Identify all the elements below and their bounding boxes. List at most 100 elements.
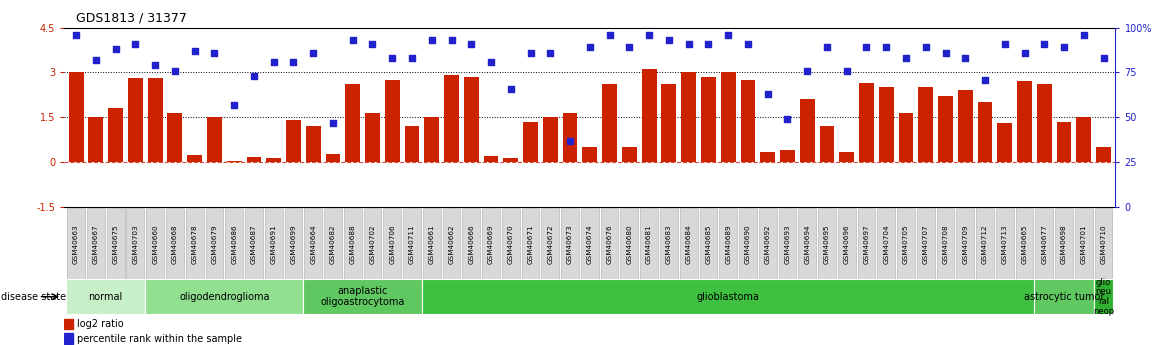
FancyBboxPatch shape bbox=[600, 208, 619, 280]
FancyBboxPatch shape bbox=[126, 208, 145, 280]
Text: disease state: disease state bbox=[1, 292, 67, 302]
Point bbox=[403, 55, 422, 61]
Bar bbox=[227, 161, 242, 162]
FancyBboxPatch shape bbox=[759, 208, 777, 280]
Point bbox=[244, 73, 263, 79]
Text: glioblastoma: glioblastoma bbox=[697, 292, 759, 302]
FancyBboxPatch shape bbox=[1093, 279, 1113, 314]
FancyBboxPatch shape bbox=[1035, 279, 1093, 314]
FancyBboxPatch shape bbox=[996, 208, 1014, 280]
FancyBboxPatch shape bbox=[542, 208, 559, 280]
Point bbox=[324, 120, 342, 126]
FancyBboxPatch shape bbox=[937, 208, 954, 280]
Text: GSM40668: GSM40668 bbox=[172, 224, 178, 264]
FancyBboxPatch shape bbox=[917, 208, 934, 280]
Bar bbox=[878, 87, 894, 162]
Text: GSM40681: GSM40681 bbox=[646, 224, 652, 264]
Text: GSM40691: GSM40691 bbox=[271, 224, 277, 264]
Text: GSM40699: GSM40699 bbox=[291, 224, 297, 264]
Bar bbox=[820, 126, 834, 162]
Bar bbox=[741, 80, 756, 162]
FancyBboxPatch shape bbox=[145, 279, 304, 314]
Text: anaplastic
oligoastrocytoma: anaplastic oligoastrocytoma bbox=[320, 286, 405, 307]
FancyBboxPatch shape bbox=[482, 208, 500, 280]
FancyBboxPatch shape bbox=[798, 208, 816, 280]
Text: GSM40664: GSM40664 bbox=[311, 224, 317, 264]
Bar bbox=[1037, 85, 1051, 162]
Point bbox=[937, 50, 955, 56]
FancyBboxPatch shape bbox=[580, 208, 599, 280]
Bar bbox=[187, 155, 202, 162]
Bar bbox=[641, 69, 656, 162]
Bar bbox=[69, 72, 83, 162]
Bar bbox=[543, 117, 558, 162]
Point bbox=[975, 77, 994, 82]
Text: GSM40663: GSM40663 bbox=[74, 224, 79, 264]
Point bbox=[877, 45, 896, 50]
Bar bbox=[1017, 81, 1033, 162]
FancyBboxPatch shape bbox=[640, 208, 658, 280]
Point bbox=[718, 32, 737, 38]
Point bbox=[481, 59, 500, 65]
Text: GSM40704: GSM40704 bbox=[883, 224, 889, 264]
Text: GSM40682: GSM40682 bbox=[331, 224, 336, 264]
Point bbox=[995, 41, 1014, 47]
Point bbox=[501, 86, 520, 91]
Point bbox=[541, 50, 559, 56]
Point bbox=[580, 45, 599, 50]
Point bbox=[1055, 45, 1073, 50]
Bar bbox=[603, 85, 617, 162]
Text: GSM40689: GSM40689 bbox=[725, 224, 731, 264]
FancyBboxPatch shape bbox=[68, 208, 85, 280]
Bar bbox=[167, 113, 182, 162]
Text: GSM40703: GSM40703 bbox=[132, 224, 138, 264]
Text: GSM40693: GSM40693 bbox=[785, 224, 791, 264]
Point bbox=[778, 116, 797, 122]
Point bbox=[284, 59, 303, 65]
FancyBboxPatch shape bbox=[343, 208, 362, 280]
Point bbox=[86, 57, 105, 63]
FancyBboxPatch shape bbox=[206, 208, 223, 280]
Text: GSM40665: GSM40665 bbox=[1022, 224, 1028, 264]
Text: GSM40667: GSM40667 bbox=[92, 224, 99, 264]
Bar bbox=[207, 117, 222, 162]
Bar bbox=[780, 150, 795, 162]
Text: GSM40676: GSM40676 bbox=[606, 224, 612, 264]
Bar bbox=[760, 152, 776, 162]
FancyBboxPatch shape bbox=[106, 208, 125, 280]
FancyBboxPatch shape bbox=[324, 208, 342, 280]
FancyBboxPatch shape bbox=[186, 208, 203, 280]
Bar bbox=[484, 156, 499, 162]
Point bbox=[1015, 50, 1034, 56]
Bar bbox=[800, 99, 814, 162]
Text: GSM40690: GSM40690 bbox=[745, 224, 751, 264]
Bar bbox=[109, 108, 123, 162]
FancyBboxPatch shape bbox=[383, 208, 401, 280]
Bar bbox=[958, 90, 973, 162]
Text: GSM40711: GSM40711 bbox=[409, 224, 415, 264]
Bar bbox=[701, 77, 716, 162]
Text: GSM40705: GSM40705 bbox=[903, 224, 909, 264]
Point bbox=[798, 68, 816, 73]
FancyBboxPatch shape bbox=[1075, 208, 1093, 280]
Point bbox=[600, 32, 619, 38]
Point bbox=[818, 45, 836, 50]
Point bbox=[343, 37, 362, 43]
Point bbox=[561, 138, 579, 144]
FancyBboxPatch shape bbox=[660, 208, 677, 280]
Text: GSM40666: GSM40666 bbox=[468, 224, 474, 264]
Point bbox=[857, 45, 876, 50]
Bar bbox=[424, 117, 439, 162]
FancyBboxPatch shape bbox=[739, 208, 757, 280]
FancyBboxPatch shape bbox=[561, 208, 579, 280]
Text: GSM40702: GSM40702 bbox=[369, 224, 375, 264]
Bar bbox=[978, 102, 993, 162]
Text: GSM40695: GSM40695 bbox=[823, 224, 830, 264]
Bar bbox=[523, 122, 538, 162]
Point bbox=[146, 62, 165, 68]
Bar bbox=[503, 158, 519, 162]
Point bbox=[917, 45, 936, 50]
FancyBboxPatch shape bbox=[818, 208, 836, 280]
Bar bbox=[938, 96, 953, 162]
Point bbox=[304, 50, 322, 56]
